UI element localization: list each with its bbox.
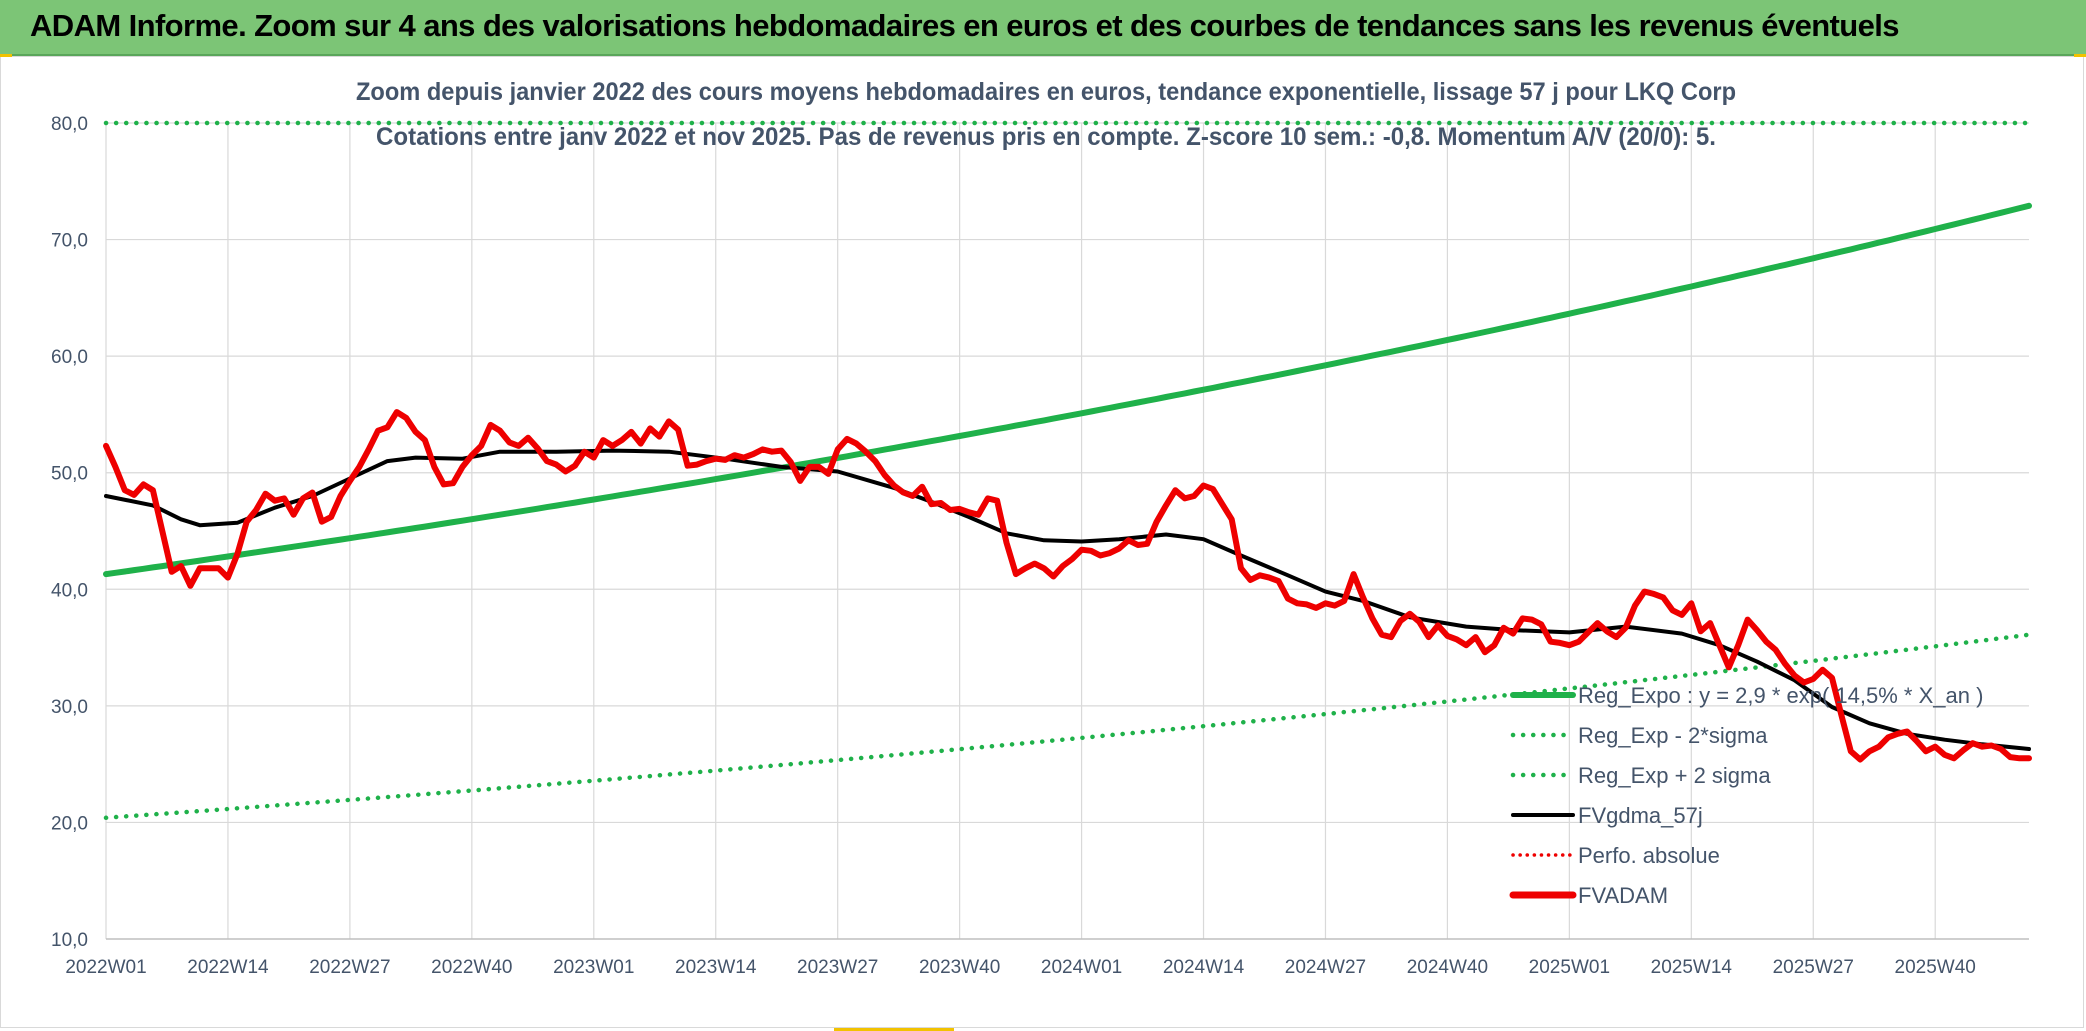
series-reg-exp-minus-2-sigma — [103, 632, 2032, 821]
legend-label-adam: FVADAM — [1578, 883, 1668, 908]
x-tick-label: 2022W27 — [309, 957, 390, 978]
chart: 10,0 20,0 30,0 40,0 50,0 60,0 70,0 80,0 2022W01… — [51, 78, 2032, 978]
x-tick-label: 2025W40 — [1895, 957, 1976, 978]
legend-label-reg: Reg_Expo : y = 2,9 * exp( 14,5% * X_an ) — [1578, 683, 1983, 708]
y-tick-label: 40,0 — [51, 580, 88, 601]
series-fvgdma-57j — [104, 448, 2031, 751]
legend-label-fv: FVgdma_57j — [1578, 803, 1703, 828]
x-tick-label: 2022W14 — [187, 957, 269, 978]
x-axis: 2022W01 2022W14 2022W27 2022W40 2023W01 2023W… — [65, 938, 2029, 978]
x-tick-label: 2025W01 — [1529, 957, 1610, 978]
y-tick-label: 60,0 — [51, 347, 88, 368]
y-tick-label: 20,0 — [51, 813, 88, 834]
legend-label-perf: Perfo. absolue — [1578, 843, 1720, 868]
y-tick-label: 80,0 — [51, 114, 88, 135]
chart-title-line-1: Zoom depuis janvier 2022 des cours moyen… — [356, 78, 1736, 106]
chart-title-line-2: Cotations entre janv 2022 et nov 2025. P… — [376, 123, 1716, 151]
legend-label-high: Reg_Exp + 2 sigma — [1578, 763, 1771, 788]
series-fvadam — [103, 409, 2032, 763]
gridlines — [105, 122, 2029, 939]
header-banner: ADAM Informe. Zoom sur 4 ans des valoris… — [0, 0, 2086, 56]
x-tick-label: 2023W27 — [797, 957, 878, 978]
y-axis: 10,0 20,0 30,0 40,0 50,0 60,0 70,0 80,0 — [51, 114, 88, 951]
chart-frame: 10,0 20,0 30,0 40,0 50,0 60,0 70,0 80,0 2022W01… — [0, 56, 2084, 1028]
x-tick-label: 2023W14 — [675, 957, 757, 978]
x-tick-label: 2022W01 — [65, 957, 146, 978]
x-tick-label: 2025W27 — [1773, 957, 1854, 978]
x-tick-label: 2025W14 — [1651, 957, 1733, 978]
x-tick-label: 2022W40 — [431, 957, 512, 978]
x-tick-label: 2024W40 — [1407, 957, 1488, 978]
series-layer — [103, 120, 2032, 821]
chart-title: Zoom depuis janvier 2022 des cours moyen… — [356, 78, 1736, 151]
corner-mark-top-left — [0, 54, 12, 57]
legend: Reg_Expo : y = 2,9 * exp( 14,5% * X_an )… — [1509, 683, 1983, 908]
y-tick-label: 70,0 — [51, 231, 88, 252]
report-title: ADAM Informe. Zoom sur 4 ans des valoris… — [30, 8, 1900, 43]
corner-mark-top-right — [2074, 54, 2086, 57]
x-tick-label: 2024W14 — [1163, 957, 1245, 978]
y-tick-label: 10,0 — [51, 930, 88, 951]
legend-label-low: Reg_Exp - 2*sigma — [1578, 723, 1768, 748]
y-tick-label: 30,0 — [51, 697, 88, 718]
x-tick-label: 2023W40 — [919, 957, 1000, 978]
corner-mark-bottom — [834, 1028, 954, 1031]
y-tick-label: 50,0 — [51, 464, 88, 485]
x-tick-label: 2024W27 — [1285, 957, 1366, 978]
x-tick-label: 2023W01 — [553, 957, 634, 978]
series-reg-expo — [103, 202, 2032, 578]
x-tick-label: 2024W01 — [1041, 957, 1122, 978]
